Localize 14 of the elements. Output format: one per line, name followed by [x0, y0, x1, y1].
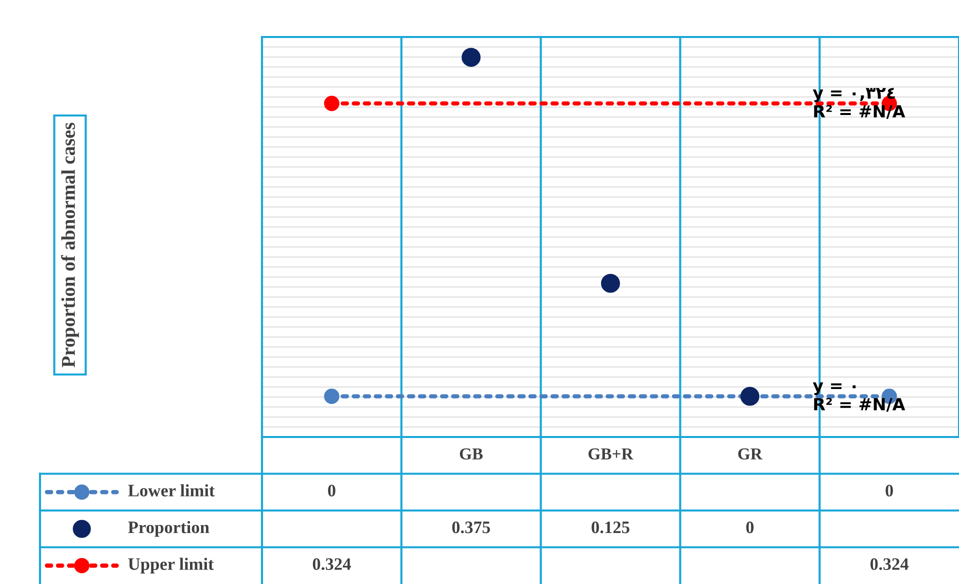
legend-label: Lower limit	[128, 484, 215, 496]
x-tick-label: GB	[460, 448, 483, 460]
data-label: 0.125	[592, 522, 630, 534]
data-label: 0	[886, 484, 893, 496]
data-label: 0.375	[452, 522, 490, 534]
x-tick-label: GR	[738, 448, 763, 460]
x-tick-label: GB+R	[588, 448, 634, 460]
data-label: 0	[746, 522, 754, 534]
data-label: 0	[328, 484, 336, 496]
data-label: 0.324	[870, 558, 909, 570]
data-label: 0.324	[312, 558, 351, 570]
text: Proportion of abnormal cases	[61, 122, 79, 368]
legend-label: Proportion	[128, 521, 210, 537]
legend-label: Upper limit	[128, 558, 214, 574]
